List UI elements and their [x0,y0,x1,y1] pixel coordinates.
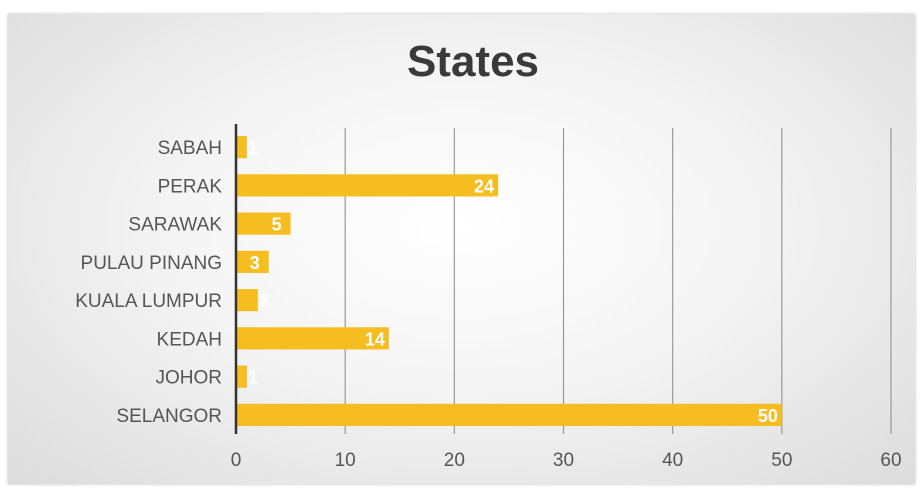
data-label: 14 [365,329,385,349]
bar [236,174,498,197]
bar [236,212,291,235]
data-label: 5 [272,215,282,235]
category-label: KEDAH [157,329,222,350]
bar [236,289,258,312]
data-label: 1 [248,138,258,158]
category-label: SARAWAK [128,215,222,236]
data-label: 2 [259,291,269,311]
data-label: 50 [758,406,778,426]
category-label: KUALA LUMPUR [75,291,222,312]
x-tick-label: 60 [880,450,901,471]
bar [236,136,247,159]
bar [236,250,269,273]
chart-title: States [407,37,539,86]
category-label: SELANGOR [116,406,222,427]
x-tick-label: 10 [335,450,356,471]
gridlines [344,128,892,434]
data-label: 3 [250,253,260,273]
bar-chart: States 0 10 20 30 40 50 60 SABAH 1 PERAK 24 SARAWAK… [75,37,901,471]
bar [236,327,389,350]
x-tick-label: 0 [231,450,242,471]
data-label: 1 [248,368,258,388]
bar [236,403,782,426]
data-label: 24 [474,176,494,196]
x-tick-label: 40 [662,450,683,471]
x-tick-label: 50 [771,450,792,471]
x-tick-label: 30 [553,450,574,471]
category-label: JOHOR [156,368,223,389]
category-label: SABAH [158,138,222,159]
chart-frame: States 0 10 20 30 40 50 60 SABAH 1 PERAK 24 SARAWAK… [8,14,915,484]
x-tick-label: 20 [444,450,465,471]
labels: 0 10 20 30 40 50 60 SABAH 1 PERAK 24 SARAWAK 5 PULAU … [75,138,901,471]
category-label: PERAK [158,176,223,197]
category-label: PULAU PINANG [81,253,222,274]
bars [236,136,782,426]
bar [236,365,247,388]
